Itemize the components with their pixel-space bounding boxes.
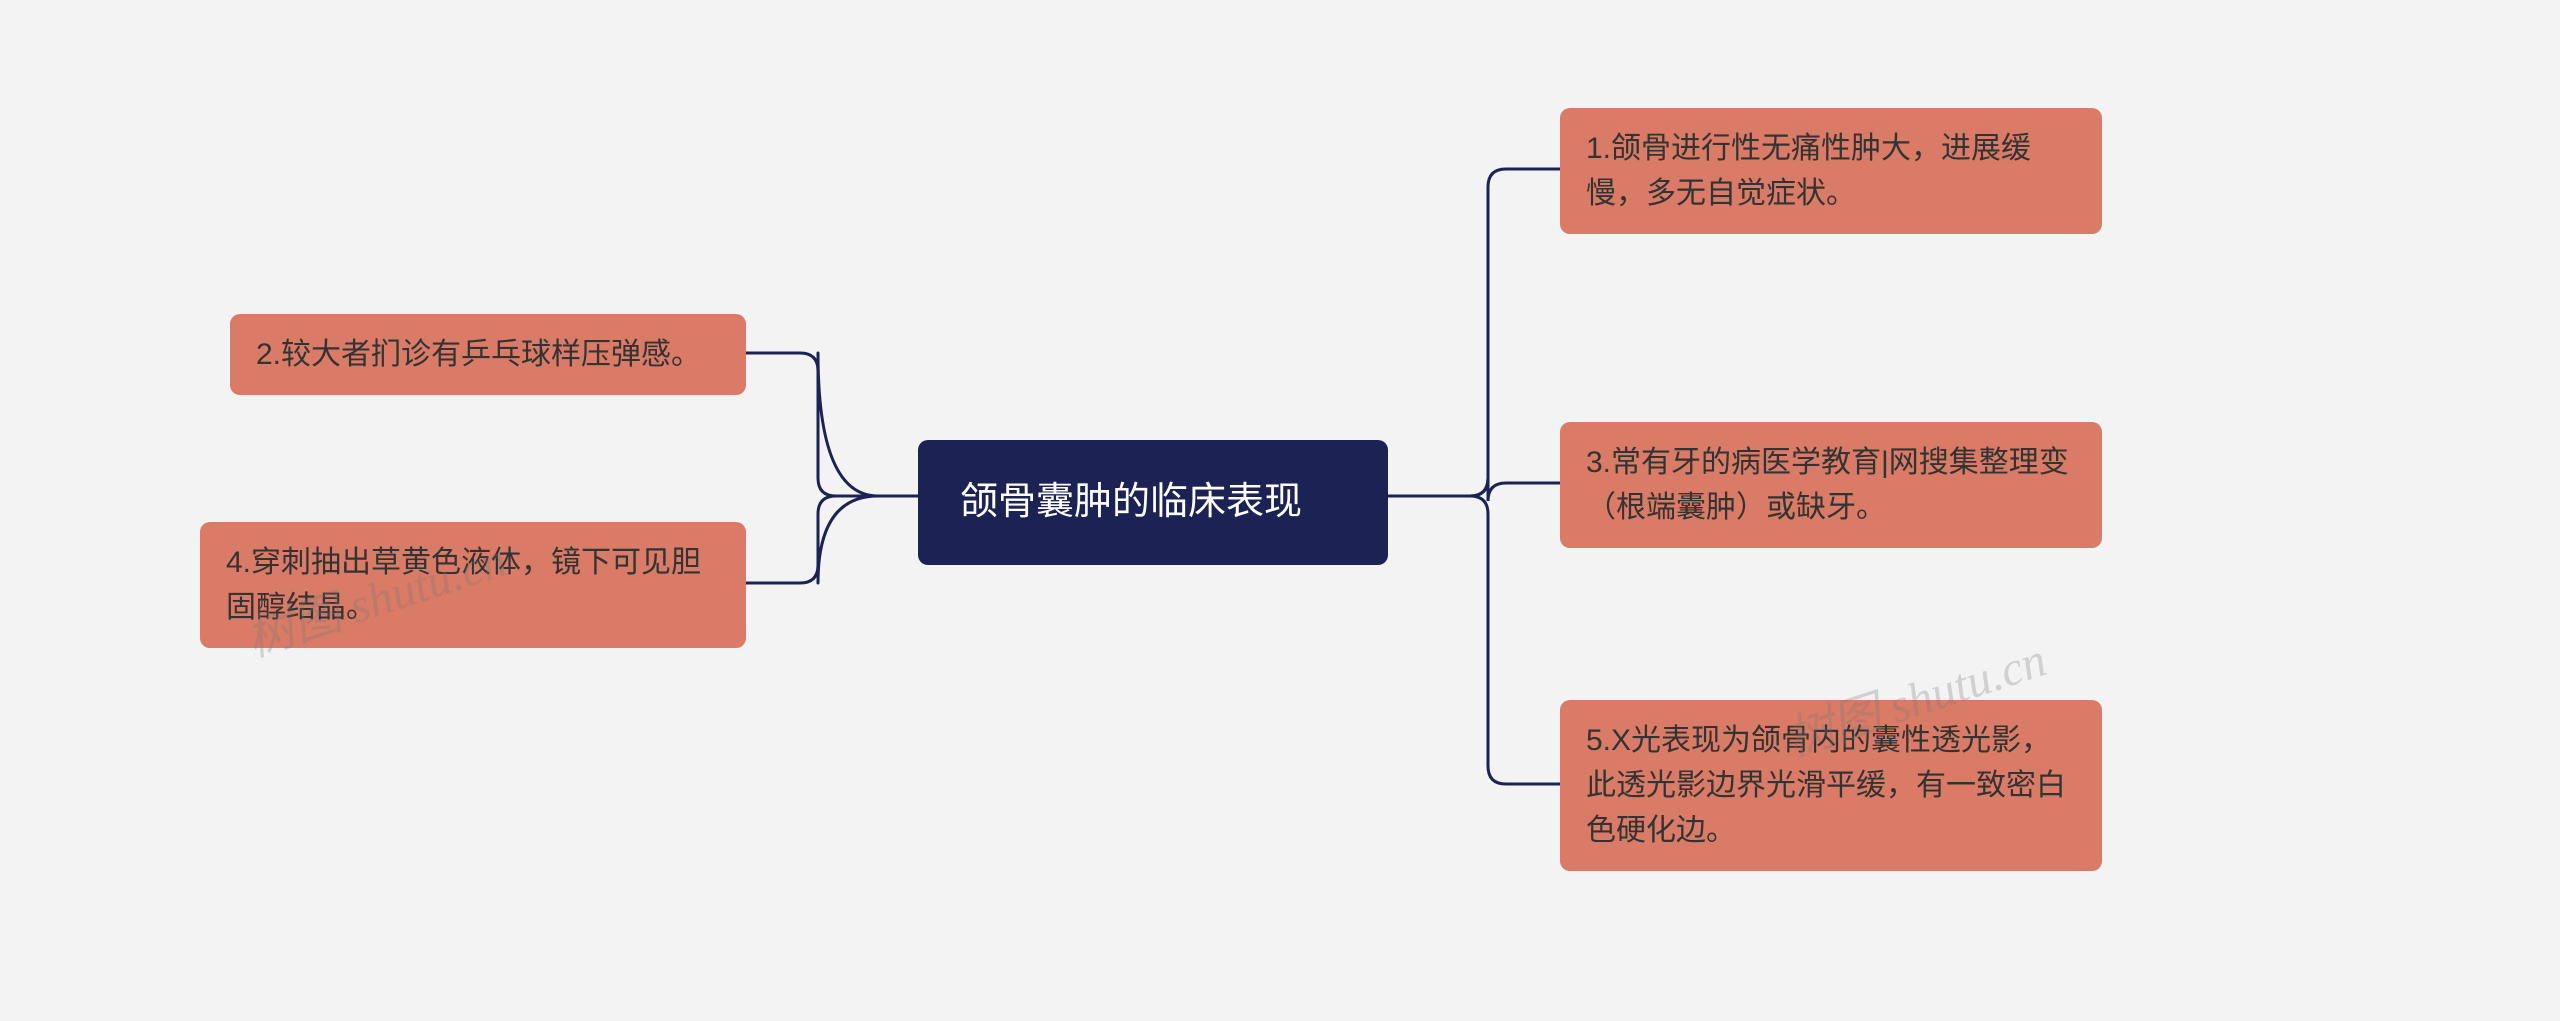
left-node-2: 2.较大者扪诊有乒乓球样压弹感。 [230, 314, 746, 395]
right-node-3: 3.常有牙的病医学教育|网搜集整理变（根端囊肿）或缺牙。 [1560, 422, 2102, 548]
right-node-5: 5.X光表现为颌骨内的囊性透光影，此透光影边界光滑平缓，有一致密白色硬化边。 [1560, 700, 2102, 871]
mindmap-canvas: 颌骨囊肿的临床表现 2.较大者扪诊有乒乓球样压弹感。 4.穿刺抽出草黄色液体，镜… [0, 0, 2560, 1021]
center-node: 颌骨囊肿的临床表现 [918, 440, 1388, 565]
left-node-4: 4.穿刺抽出草黄色液体，镜下可见胆固醇结晶。 [200, 522, 746, 648]
right-node-1: 1.颌骨进行性无痛性肿大，进展缓慢，多无自觉症状。 [1560, 108, 2102, 234]
